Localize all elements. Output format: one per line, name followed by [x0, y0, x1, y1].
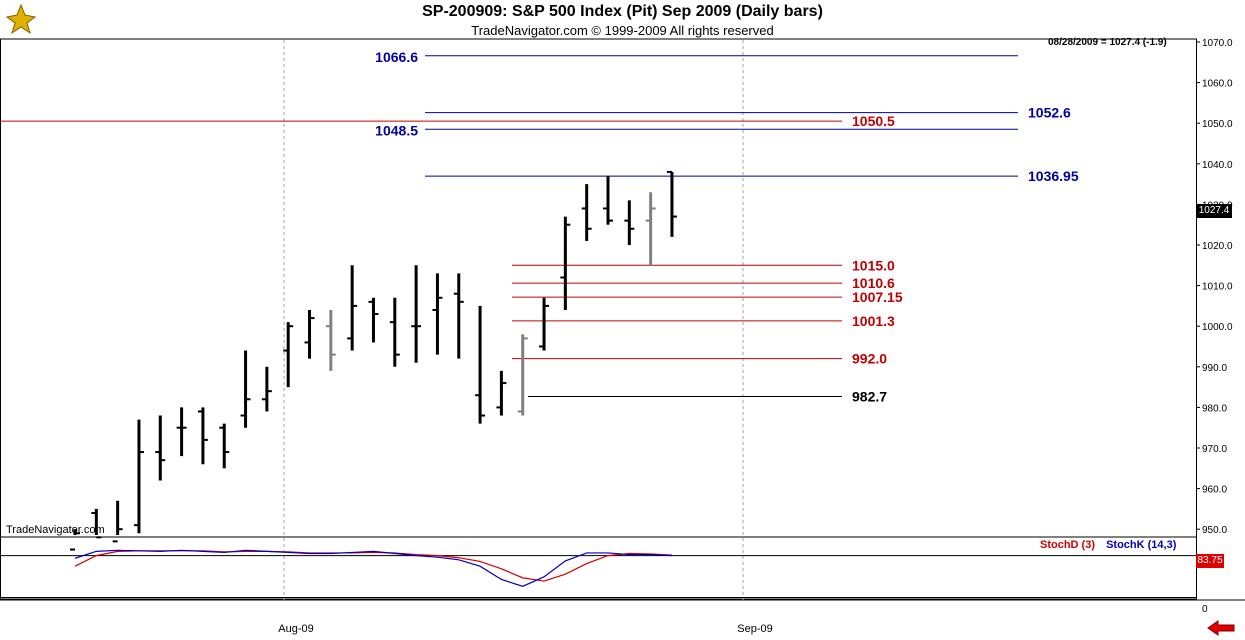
ytick-label: 1010.0 [1202, 282, 1233, 293]
last-price-box: 1027.4 [1196, 204, 1232, 218]
level-label: 1036.95 [1028, 168, 1079, 184]
ytick-label: 1050.0 [1202, 119, 1233, 130]
level-label: 1010.6 [852, 275, 895, 291]
stoch-k-label: StochK (14,3) [1106, 539, 1177, 551]
level-label: 1007.15 [852, 289, 903, 305]
ytick-label: 1070.0 [1202, 38, 1233, 49]
chart-frame [0, 38, 1197, 600]
stochastic-value-box: 83.75 [1196, 554, 1224, 568]
xtick-label: Sep-09 [737, 623, 772, 635]
ytick-label: 950.0 [1202, 525, 1227, 536]
stochastic-legend: StochD (3) StochK (14,3) [1040, 539, 1176, 551]
level-label: 1066.6 [375, 49, 418, 65]
level-label: 1048.5 [375, 122, 418, 138]
ytick-label: 980.0 [1202, 403, 1227, 414]
trade-navigator-logo-icon [5, 3, 37, 35]
ytick-label: 990.0 [1202, 363, 1227, 374]
level-label: 982.7 [852, 388, 887, 404]
watermark: TradeNavigator.com [6, 524, 105, 536]
level-label: 992.0 [852, 351, 887, 367]
chart-copyright: TradeNavigator.com © 1999-2009 All right… [471, 23, 774, 38]
stoch-ytick-label: 0 [1202, 604, 1208, 615]
level-label: 1052.6 [1028, 105, 1071, 121]
level-label: 1001.3 [852, 313, 895, 329]
ytick-label: 960.0 [1202, 485, 1227, 496]
stoch-k-line [74, 549, 672, 587]
xtick-label: Aug-09 [278, 623, 313, 635]
ytick-label: 1020.0 [1202, 241, 1233, 252]
level-label: 1015.0 [852, 257, 895, 273]
ytick-label: 970.0 [1202, 444, 1227, 455]
ytick-label: 1060.0 [1202, 79, 1233, 90]
level-label: 1050.5 [852, 113, 895, 129]
ytick-label: 1040.0 [1202, 160, 1233, 171]
chart-title: SP-200909: S&P 500 Index (Pit) Sep 2009 … [422, 3, 823, 20]
stoch-d-label: StochD (3) [1040, 539, 1095, 551]
price-readout: 08/28/2009 = 1027.4 (-1.9) [1048, 37, 1167, 48]
ytick-label: 1000.0 [1202, 322, 1233, 333]
scroll-left-arrow-icon[interactable] [1206, 620, 1236, 636]
